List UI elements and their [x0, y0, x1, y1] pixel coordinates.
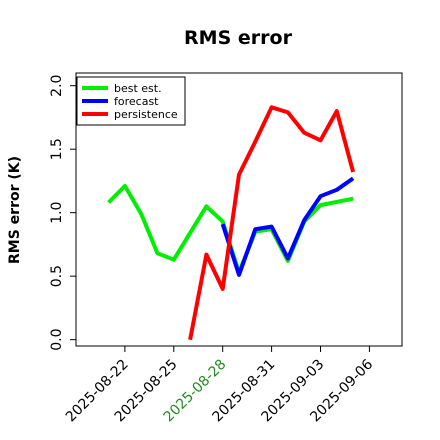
legend-label: best est.: [114, 82, 162, 95]
plot-frame: [75, 72, 403, 347]
series-layer: [107, 105, 356, 341]
legend-label: persistence: [114, 108, 178, 121]
x-axis: 2025-08-222025-08-252025-08-282025-08-31…: [63, 346, 376, 425]
y-tick-label: 1.5: [49, 138, 65, 160]
y-tick-label: 0.0: [49, 329, 65, 351]
y-tick-label: 1.0: [49, 202, 65, 224]
legend-label: forecast: [114, 95, 159, 108]
y-tick-label: 2.0: [49, 75, 65, 97]
y-axis: 0.0 0.5 1.0 1.5 2.0: [49, 75, 76, 351]
y-axis-label: RMS error (K): [7, 156, 23, 264]
series-line-persistence: [188, 105, 356, 341]
series-line-forecast: [220, 176, 355, 277]
y-tick-label: 0.5: [49, 265, 65, 287]
chart-title: RMS error: [184, 27, 293, 49]
